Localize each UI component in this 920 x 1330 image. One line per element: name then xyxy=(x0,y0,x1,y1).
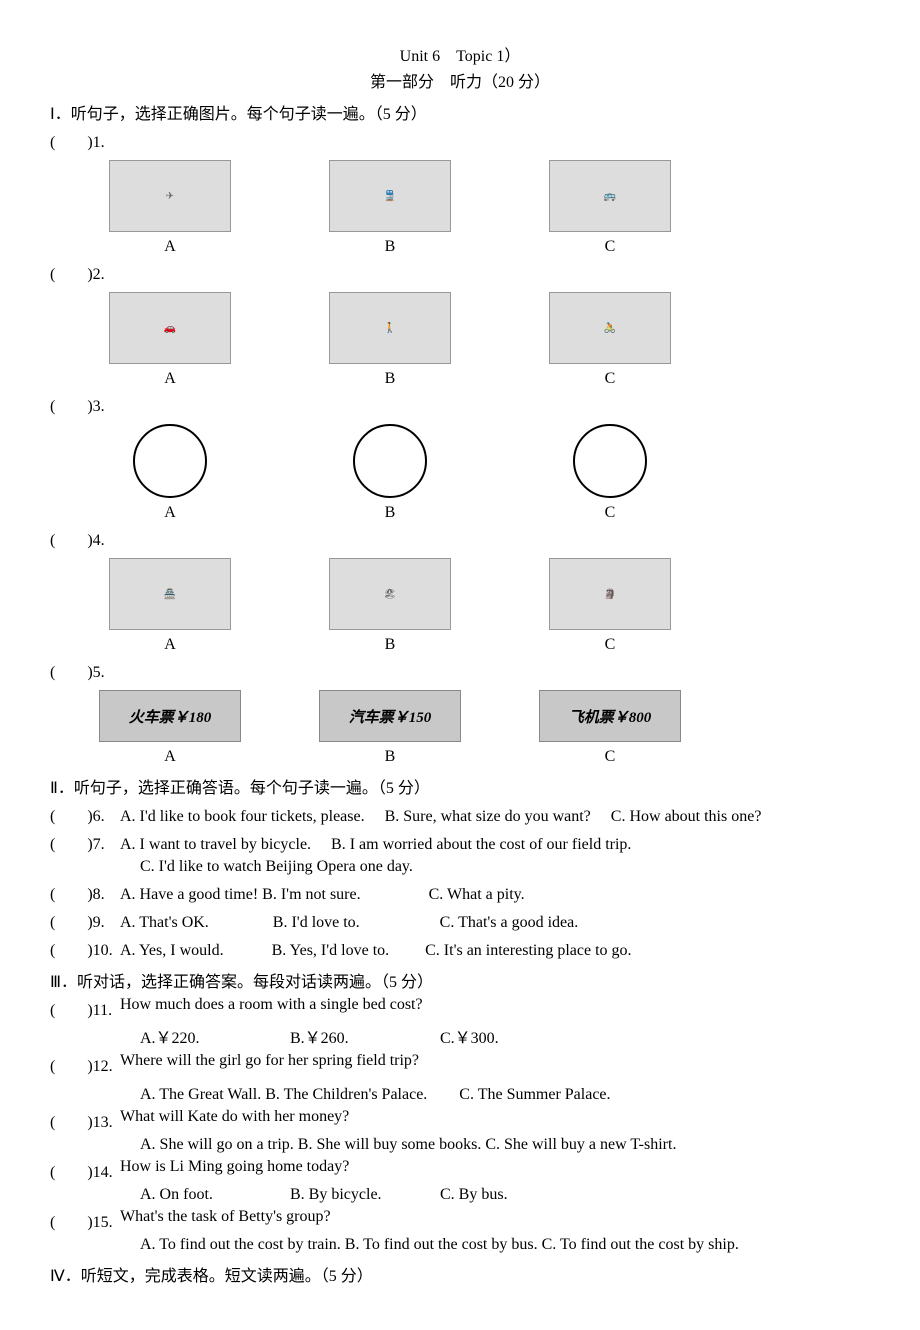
q4-c: C xyxy=(530,636,690,654)
clock-icon xyxy=(133,424,207,498)
train-ticket: 火车票￥180 xyxy=(99,690,241,742)
section3-label: Ⅲ．听对话，选择正确答案。每段对话读两遍。（5 分） xyxy=(50,968,870,992)
section1-label: Ⅰ．听句子，选择正确图片。每个句子读一遍。（5 分） xyxy=(50,100,870,124)
unit-title: Unit 6 Topic 1） xyxy=(50,42,870,66)
q11-q: How much does a room with a single bed c… xyxy=(120,996,870,1020)
q14-a: A. On foot. xyxy=(140,1186,290,1204)
clock-icon xyxy=(353,424,427,498)
q1-a: A xyxy=(90,238,250,256)
q5-num: ( )5. xyxy=(50,658,120,682)
section2-label: Ⅱ．听句子，选择正确答语。每个句子读一遍。（5 分） xyxy=(50,774,870,798)
q11-num: ( )11. xyxy=(50,996,120,1020)
car-icon: 🚗 xyxy=(109,292,231,364)
q6-num: ( )6. xyxy=(50,802,120,826)
beach-icon: 🏖 xyxy=(329,558,451,630)
q5-c: C xyxy=(530,748,690,766)
q11-a: A.￥220. xyxy=(140,1024,290,1048)
q8-num: ( )8. xyxy=(50,880,120,904)
q13-q: What will Kate do with her money? xyxy=(120,1108,870,1132)
q10-text: A. Yes, I would. B. Yes, I'd love to. C.… xyxy=(120,936,870,960)
q1-b: B xyxy=(310,238,470,256)
q3-a: A xyxy=(90,504,250,522)
q14-q: How is Li Ming going home today? xyxy=(120,1158,870,1182)
q5-b: B xyxy=(310,748,470,766)
q3-b: B xyxy=(310,504,470,522)
great-wall-icon: 🏯 xyxy=(109,558,231,630)
q4-num: ( )4. xyxy=(50,526,120,550)
plane-ticket: 飞机票￥800 xyxy=(539,690,681,742)
q15-num: ( )15. xyxy=(50,1208,120,1232)
q6-text: A. I'd like to book four tickets, please… xyxy=(120,802,870,826)
q15-q: What's the task of Betty's group? xyxy=(120,1208,870,1232)
q11-c: C.￥300. xyxy=(440,1024,590,1048)
q8-text: A. Have a good time! B. I'm not sure. C.… xyxy=(120,880,870,904)
q7-extra: C. I'd like to watch Beijing Opera one d… xyxy=(140,858,870,876)
q13-opts: A. She will go on a trip. B. She will bu… xyxy=(140,1136,870,1154)
q3-num: ( )3. xyxy=(50,392,120,416)
q13-num: ( )13. xyxy=(50,1108,120,1132)
q14-c: C. By bus. xyxy=(440,1186,590,1204)
q7-text: A. I want to travel by bicycle. B. I am … xyxy=(120,830,870,854)
q9-text: A. That's OK. B. I'd love to. C. That's … xyxy=(120,908,870,932)
q12-q: Where will the girl go for her spring fi… xyxy=(120,1052,870,1076)
q5-a: A xyxy=(90,748,250,766)
q14-num: ( )14. xyxy=(50,1158,120,1182)
q7-num: ( )7. xyxy=(50,830,120,854)
bus-ticket: 汽车票￥150 xyxy=(319,690,461,742)
part-title: 第一部分 听力（20 分） xyxy=(50,68,870,92)
q1-c: C xyxy=(530,238,690,256)
q14-b: B. By bicycle. xyxy=(290,1186,440,1204)
q12-num: ( )12. xyxy=(50,1052,120,1076)
q2-b: B xyxy=(310,370,470,388)
q9-num: ( )9. xyxy=(50,908,120,932)
q3-c: C xyxy=(530,504,690,522)
q10-num: ( )10. xyxy=(50,936,120,960)
q4-b: B xyxy=(310,636,470,654)
q2-c: C xyxy=(530,370,690,388)
bicycle-icon: 🚴 xyxy=(549,292,671,364)
monument-icon: 🗿 xyxy=(549,558,671,630)
q11-b: B.￥260. xyxy=(290,1024,440,1048)
q4-a: A xyxy=(90,636,250,654)
train-icon: 🚆 xyxy=(329,160,451,232)
q2-num: ( )2. xyxy=(50,260,120,284)
q15-opts: A. To find out the cost by train. B. To … xyxy=(140,1236,870,1254)
q12-opts: A. The Great Wall. B. The Children's Pal… xyxy=(140,1080,870,1104)
q1-num: ( )1. xyxy=(50,128,120,152)
clock-icon xyxy=(573,424,647,498)
bus-icon: 🚌 xyxy=(549,160,671,232)
walk-icon: 🚶 xyxy=(329,292,451,364)
q2-a: A xyxy=(90,370,250,388)
section4-label: Ⅳ．听短文，完成表格。短文读两遍。（5 分） xyxy=(50,1262,870,1286)
airplane-icon: ✈ xyxy=(109,160,231,232)
